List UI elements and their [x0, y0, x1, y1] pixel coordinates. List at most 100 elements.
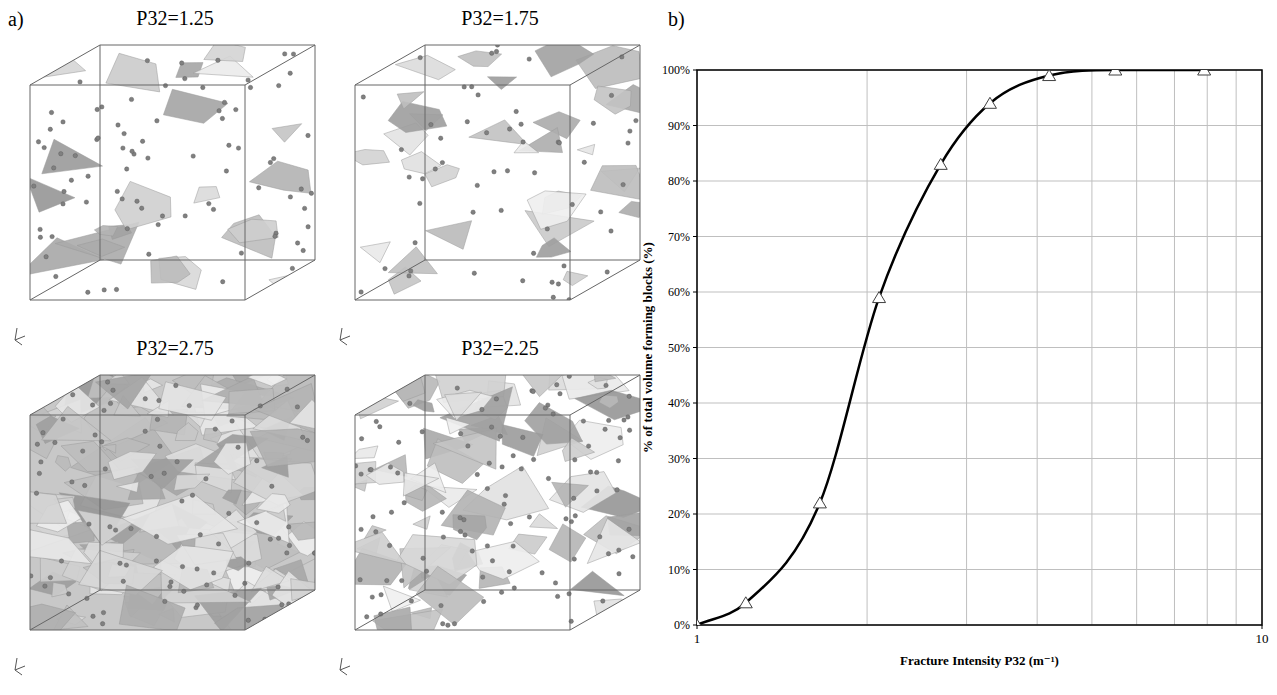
data-marker — [739, 597, 752, 608]
intersection-dot — [268, 160, 272, 164]
intersection-dot — [108, 401, 112, 405]
intersection-dot — [236, 445, 240, 449]
cube-edge — [100, 590, 315, 591]
cube-edge — [30, 630, 245, 631]
intersection-dot — [102, 288, 106, 292]
fracture-plane — [469, 120, 528, 145]
intersection-dot — [174, 383, 178, 387]
intersection-dot — [627, 527, 631, 531]
intersection-dot — [556, 282, 560, 286]
fracture-plane — [287, 521, 329, 540]
intersection-dot — [485, 544, 489, 548]
intersection-dot — [44, 255, 48, 259]
cube-edge — [355, 590, 425, 630]
intersection-dot — [531, 389, 535, 393]
cube-label: P32=1.25 — [136, 7, 213, 29]
axis-triad — [340, 658, 342, 670]
intersection-dot — [62, 189, 66, 193]
grid-line — [697, 236, 1262, 237]
intersection-dot — [246, 618, 250, 622]
tick-label: 10 — [1256, 631, 1269, 646]
fracture-plane — [223, 490, 242, 504]
fracture-plane — [153, 545, 233, 590]
intersection-dot — [455, 386, 459, 390]
intersection-dot — [301, 248, 305, 252]
intersection-dot — [86, 290, 90, 294]
data-marker — [873, 292, 886, 303]
fracture-plane — [194, 187, 220, 204]
intersection-dot — [441, 535, 445, 539]
intersection-dot — [268, 537, 272, 541]
intersection-dot — [187, 403, 191, 407]
intersection-dot — [125, 226, 129, 230]
intersection-dot — [601, 599, 605, 603]
intersection-dot — [157, 398, 161, 402]
intersection-dot — [359, 472, 363, 476]
intersection-dot — [191, 154, 195, 158]
fracture-plane — [530, 514, 558, 529]
axis-triad — [340, 336, 350, 340]
intersection-dot — [61, 120, 65, 124]
cube-edge — [100, 45, 101, 260]
fracture-plane — [562, 438, 594, 462]
intersection-dot — [216, 58, 220, 62]
cube-edge — [425, 45, 426, 260]
intersection-dot — [628, 129, 632, 133]
intersection-dot — [283, 52, 287, 56]
intersection-dot — [67, 592, 71, 596]
intersection-dot — [105, 380, 109, 384]
intersection-dot — [550, 280, 554, 284]
fracture-plane — [119, 585, 185, 631]
intersection-dot — [471, 210, 475, 214]
fracture-plane — [248, 369, 287, 387]
cube-edge — [355, 415, 570, 416]
fracture-plane — [577, 144, 595, 154]
tick-mark — [693, 181, 697, 182]
fracture-plane — [606, 275, 624, 291]
fracture-planes — [17, 40, 321, 300]
tick-mark — [693, 569, 697, 570]
intersection-dot — [255, 520, 259, 524]
intersection-dot — [195, 567, 199, 571]
data — [697, 70, 1211, 625]
intersection-dot — [78, 80, 82, 84]
tick-mark — [693, 125, 697, 126]
intersection-dot — [586, 444, 590, 448]
fracture-plane — [591, 165, 644, 199]
intersection-dot — [227, 511, 231, 515]
intersection-dot — [41, 431, 45, 435]
intersection-dot — [309, 191, 313, 195]
cube-edge — [100, 375, 101, 590]
intersection-dot — [573, 514, 577, 518]
intersection-dot — [234, 107, 238, 111]
fracture-plane — [272, 124, 302, 143]
intersection-dot — [507, 570, 511, 574]
intersection-dot — [465, 120, 469, 124]
intersection-dot — [154, 534, 158, 538]
data-marker — [934, 158, 947, 169]
grid-line — [697, 458, 1262, 459]
tick-mark — [693, 292, 697, 293]
intersection-dot — [224, 169, 228, 173]
fracture-plane — [294, 618, 323, 633]
cube-label: P32=2.75 — [136, 337, 213, 359]
fracture-plane — [536, 238, 571, 257]
intersection-dot — [227, 143, 231, 147]
intersection-dot — [582, 160, 586, 164]
intersection-dot — [519, 467, 523, 471]
fracture-plane — [55, 222, 139, 264]
intersection-dot — [86, 174, 90, 178]
intersection-dot — [603, 427, 607, 431]
panel-letter: b) — [668, 8, 685, 31]
axis-triad — [15, 658, 17, 670]
fracture-plane — [96, 372, 154, 409]
axis-triad — [340, 340, 347, 345]
intersection-dot — [246, 78, 250, 82]
intersection-dot — [222, 100, 226, 104]
fracture-plane — [403, 473, 438, 496]
intersection-dot — [545, 227, 549, 231]
intersection-dot — [551, 295, 555, 299]
minor-grid-line — [1136, 70, 1137, 625]
fracture-planes — [334, 357, 662, 657]
intersection-dot — [220, 116, 224, 120]
